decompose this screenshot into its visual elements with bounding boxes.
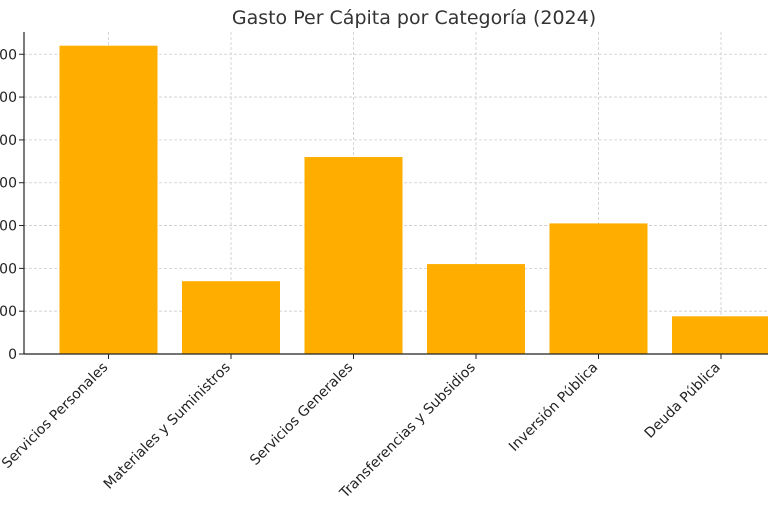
bars-layer [59,45,768,355]
x-category-label: Materiales y Suministros [101,360,234,493]
y-tick-label: 3000 [0,90,17,106]
y-tick-label: 0 [8,347,17,363]
x-category-label: Servicios Personales [0,360,111,472]
bar-5 [549,223,648,354]
ticks-layer [19,53,722,359]
y-tick-label: 500 [0,304,17,320]
y-tick-label: 3500 [0,47,17,63]
x-category-label: Inversión Pública [506,360,601,455]
y-tick-label: 1500 [0,219,17,235]
chart-title: Gasto Per Cápita por Categoría (2024) [232,7,596,29]
bar-2 [182,281,280,354]
bar-6 [672,316,768,354]
bar-1 [59,45,158,355]
x-category-label: Deuda Pública [642,360,724,442]
y-tick-label: 2000 [0,176,17,192]
y-tick-label: 1000 [0,261,17,277]
y-tick-label: 2500 [0,133,17,149]
x-category-label: Transferencias y Subsidios [336,360,479,503]
x-category-label: Servicios Generales [247,360,356,469]
axis-layer [23,32,768,355]
bar-4 [427,264,525,354]
bar-3 [304,157,403,354]
